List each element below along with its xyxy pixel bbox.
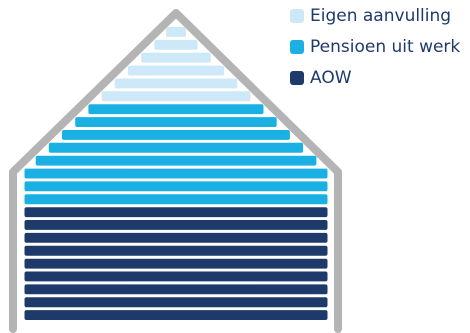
layer-pensioen	[48, 142, 304, 153]
legend-item-aow: AOW	[290, 67, 460, 89]
layer-pensioen	[24, 168, 328, 179]
layer-pensioen	[24, 194, 328, 205]
legend-item-pensioen-uit-werk: Pensioen uit werk	[290, 36, 460, 58]
layer-aow	[24, 258, 328, 269]
layer-eigen	[128, 65, 224, 76]
layer-pensioen	[62, 130, 290, 140]
layer-aow	[24, 232, 328, 243]
legend-swatch-eigen	[290, 9, 304, 23]
layer-aow	[24, 245, 328, 256]
layer-aow	[24, 207, 328, 218]
legend-item-eigen-aanvulling: Eigen aanvulling	[290, 5, 460, 27]
house-outline	[9, 9, 342, 333]
layer-aow	[24, 310, 328, 320]
layer-pensioen	[88, 104, 264, 115]
legend-swatch-pensioen	[290, 40, 304, 54]
legend-label: AOW	[310, 68, 352, 88]
layer-eigen	[141, 52, 211, 63]
legend-swatch-aow	[290, 71, 304, 85]
legend: Eigen aanvulling Pensioen uit werk AOW	[290, 5, 460, 98]
layer-aow	[24, 271, 328, 282]
layer-aow	[24, 297, 328, 308]
layer-eigen	[154, 39, 198, 50]
layer-eigen	[114, 78, 238, 89]
layer-aow	[24, 284, 328, 295]
layer-eigen	[101, 91, 251, 102]
legend-label: Eigen aanvulling	[310, 6, 452, 26]
layer-eigen	[166, 27, 186, 37]
layer-pensioen	[35, 155, 317, 166]
layer-aow	[24, 220, 328, 230]
layer-pensioen	[24, 181, 328, 192]
legend-label: Pensioen uit werk	[310, 37, 461, 57]
layer-pensioen	[75, 117, 277, 127]
